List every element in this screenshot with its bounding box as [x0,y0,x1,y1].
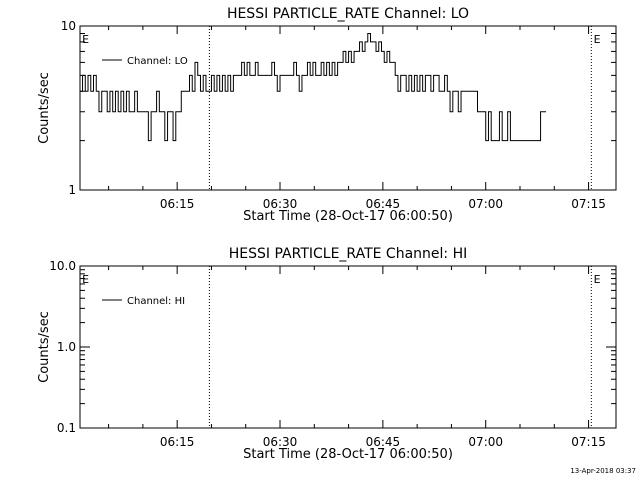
x-tick-label: 06:15 [160,197,195,211]
x-tick-label: 06:30 [263,197,298,211]
x-tick-label: 06:15 [160,435,195,449]
x-axis-label: Start Time (28-Oct-17 06:00:50) [243,447,453,462]
x-tick-label: 07:15 [571,197,606,211]
legend-label: Channel: LO [127,56,188,67]
event-marker-label: E [594,273,601,286]
y-tick-label: 10 [61,19,76,33]
event-marker-label: E [82,273,89,286]
series-line [80,33,547,142]
x-tick-label: 06:45 [366,435,401,449]
y-tick-label: 1 [68,183,76,197]
y-axis-label: Counts/sec [37,72,52,144]
x-tick-label: 07:00 [468,197,503,211]
legend-label: Channel: HI [127,296,185,307]
x-tick-label: 07:00 [468,435,503,449]
chart-title: HESSI PARTICLE_RATE Channel: LO [227,6,469,22]
x-tick-label: 06:30 [263,435,298,449]
footer-timestamp: 13-Apr-2018 03:37 [570,467,636,475]
event-marker-label: E [82,33,89,46]
plot-frame [79,25,617,191]
x-tick-label: 06:45 [366,197,401,211]
y-tick-label: 0.1 [57,421,76,435]
y-axis-label: Counts/sec [37,311,52,383]
chart-panel-1: HESSI PARTICLE_RATE Channel: LO 06:15 06:3… [37,6,617,224]
y-tick-label: 1.0 [57,340,76,354]
y-tick-label: 10.0 [49,259,76,273]
plot-frame [79,265,617,429]
x-tick-label: 07:15 [571,435,606,449]
x-axis-label: Start Time (28-Oct-17 06:00:50) [243,209,453,224]
chart-panel-2: HESSI PARTICLE_RATE Channel: HI 06:15 06:3… [37,246,617,462]
event-marker-label: E [594,33,601,46]
chart-title: HESSI PARTICLE_RATE Channel: HI [229,246,467,262]
